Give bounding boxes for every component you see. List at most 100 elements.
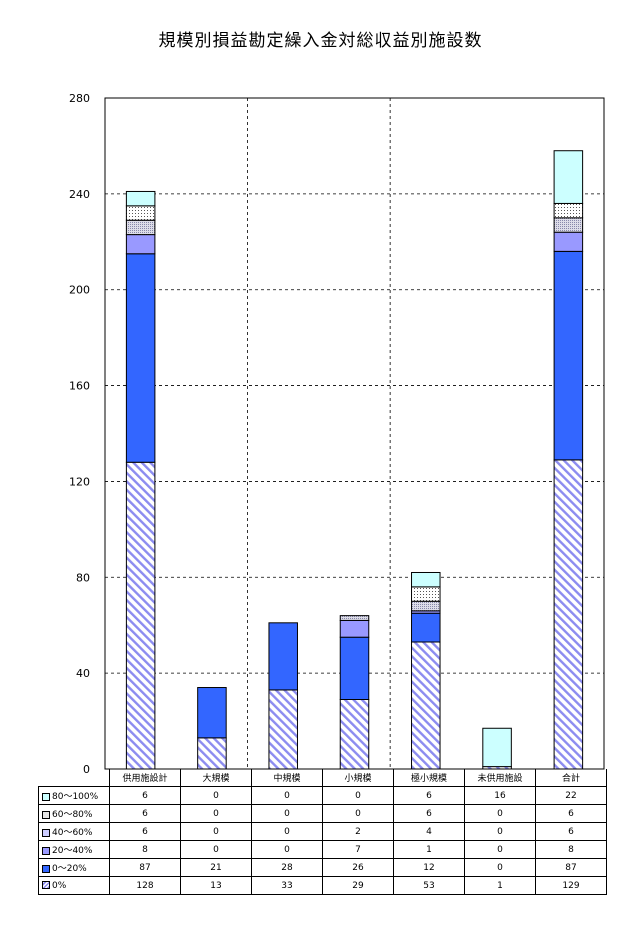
x-category-label: 未供用施設: [464, 769, 536, 787]
data-label: 6: [535, 822, 607, 841]
legend-label: 60～80%: [52, 810, 93, 820]
bar-segment: [553, 150, 584, 204]
legend-label: 80～100%: [52, 792, 99, 802]
bar-segment: [411, 612, 441, 643]
bar-segment: [553, 202, 584, 219]
bar-segment: [553, 459, 584, 770]
data-label: 22: [535, 786, 607, 805]
bar-segment: [339, 699, 370, 770]
x-category-label: 小規模: [322, 769, 394, 787]
legend-swatch: [42, 792, 50, 801]
legend-entry: 60～80%: [38, 804, 110, 823]
data-label: 128: [109, 876, 181, 895]
data-label: 0: [251, 822, 323, 841]
bar-segment: [553, 217, 584, 233]
legend-entry: 80～100%: [38, 786, 110, 805]
y-tick-label: 80: [76, 571, 90, 584]
data-label: 21: [180, 858, 252, 877]
data-label: 6: [393, 786, 465, 805]
bar-segment: [411, 641, 441, 770]
bar-segment: [339, 619, 370, 638]
legend-label: 0%: [52, 880, 67, 891]
data-label: 0: [251, 840, 323, 859]
bar-segment: [339, 636, 370, 701]
legend-swatch: [42, 846, 50, 855]
x-category-label: 極小規模: [393, 769, 465, 787]
data-label: 1: [393, 840, 465, 859]
data-label: 0: [251, 804, 323, 823]
y-tick-label: 40: [76, 667, 90, 680]
y-tick-label: 120: [69, 475, 90, 488]
bar-segment: [268, 689, 298, 770]
chart-title: 規模別損益勘定繰入金対総収益別施設数: [158, 31, 483, 51]
data-label: 0: [180, 786, 252, 805]
bar-segment: [197, 687, 227, 739]
y-tick-label: 280: [69, 92, 90, 105]
data-label: 0: [180, 804, 252, 823]
y-axis-tick-labels: 0 40 80 120 160 200 240 280: [69, 92, 90, 776]
bar-segment: [339, 615, 370, 621]
bar-segment: [411, 571, 441, 588]
data-table-legend: 供用施設計 大規模 中規模 小規模 極小規模 未供用施設 合計 80～100% 6 0 0 0 6 16 2…: [38, 769, 607, 895]
bar-segment: [125, 461, 156, 770]
bar-segment: [197, 737, 227, 770]
data-label: 28: [251, 858, 323, 877]
bar-segment: [125, 205, 156, 221]
bar-segment: [125, 234, 156, 255]
data-label: 1: [464, 876, 536, 895]
data-label: 13: [180, 876, 252, 895]
legend-swatch: [42, 828, 50, 837]
bar-segment: [268, 622, 298, 691]
legend-swatch: [42, 881, 50, 889]
data-label: 6: [393, 804, 465, 823]
bar-segment: [482, 727, 512, 768]
table-row: 40～60% 6 0 0 2 4 0 6: [38, 822, 607, 841]
table-row: 80～100% 6 0 0 0 6 16 22: [38, 786, 607, 805]
data-label: 8: [535, 840, 607, 859]
data-label: 0: [180, 822, 252, 841]
legend-entry: 20～40%: [38, 840, 110, 859]
y-tick-label: 240: [69, 188, 90, 201]
bar-segment: [125, 219, 156, 236]
data-label: 8: [109, 840, 181, 859]
data-label: 0: [322, 786, 394, 805]
data-label: 0: [180, 840, 252, 859]
bar-segment: [125, 190, 156, 207]
data-label: 129: [535, 876, 607, 895]
bar-segment: [553, 231, 584, 252]
legend-label: 0～20%: [52, 864, 87, 874]
x-category-label: 中規模: [251, 769, 323, 787]
data-label: 87: [535, 858, 607, 877]
data-label: 26: [322, 858, 394, 877]
data-label: 29: [322, 876, 394, 895]
data-label: 7: [322, 840, 394, 859]
data-label: 0: [322, 804, 394, 823]
y-tick-label: 0: [83, 763, 90, 776]
legend-swatch: [42, 864, 50, 873]
data-label: 87: [109, 858, 181, 877]
legend-entry: 0～20%: [38, 858, 110, 877]
y-tick-label: 160: [69, 380, 90, 393]
legend-entry: 0%: [38, 876, 110, 895]
table-header-row: 供用施設計 大規模 中規模 小規模 極小規模 未供用施設 合計: [39, 769, 607, 787]
gridlines: [105, 98, 604, 769]
legend-entry: 40～60%: [38, 822, 110, 841]
stacked-bar-chart: 0 40 80 120 160 200 240 280: [69, 92, 605, 776]
data-label: 6: [109, 786, 181, 805]
data-label: 16: [464, 786, 536, 805]
data-label: 6: [535, 804, 607, 823]
data-label: 2: [322, 822, 394, 841]
data-label: 33: [251, 876, 323, 895]
legend-label: 20～40%: [52, 846, 93, 856]
data-label: 0: [464, 822, 536, 841]
data-label: 53: [393, 876, 465, 895]
data-label: 4: [393, 822, 465, 841]
table-row: 0～20% 87 21 28 26 12 0 87: [38, 858, 607, 877]
bar-segment: [411, 600, 441, 612]
data-label: 0: [464, 840, 536, 859]
table-row: 20～40% 8 0 0 7 1 0 8: [38, 840, 607, 859]
bar-segment: [411, 586, 441, 602]
legend-label: 40～60%: [52, 828, 93, 838]
y-tick-label: 200: [69, 284, 90, 297]
table-corner: [39, 769, 110, 787]
